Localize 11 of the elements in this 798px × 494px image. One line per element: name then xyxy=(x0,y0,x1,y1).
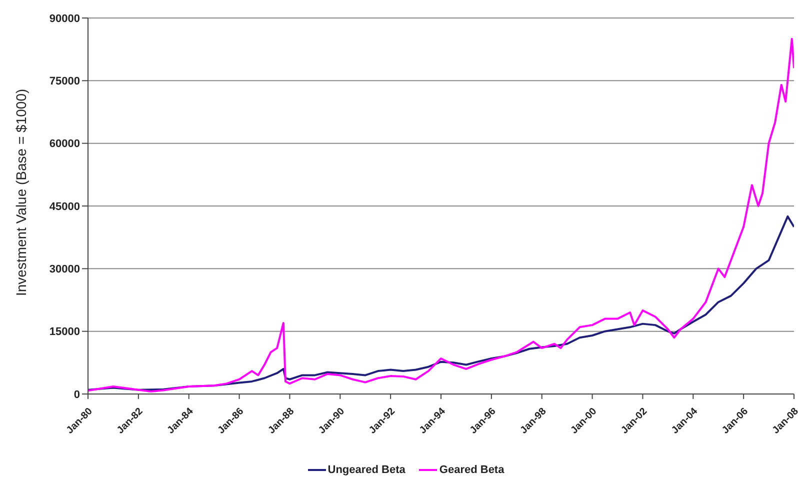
legend-label: Ungeared Beta xyxy=(328,464,406,476)
y-axis-title: Investment Value (Base = $1000) xyxy=(12,88,29,296)
y-tick-label: 90000 xyxy=(49,12,80,25)
y-tick-label: 30000 xyxy=(49,264,80,276)
legend-label: Geared Beta xyxy=(439,464,504,476)
y-tick-label: 45000 xyxy=(49,200,80,213)
y-tick-label: 60000 xyxy=(49,138,80,150)
y-tick-label: 75000 xyxy=(49,76,80,88)
y-tick-label: 0 xyxy=(74,388,80,401)
y-tick-label: 15000 xyxy=(49,326,80,338)
line-series xyxy=(88,215,794,391)
